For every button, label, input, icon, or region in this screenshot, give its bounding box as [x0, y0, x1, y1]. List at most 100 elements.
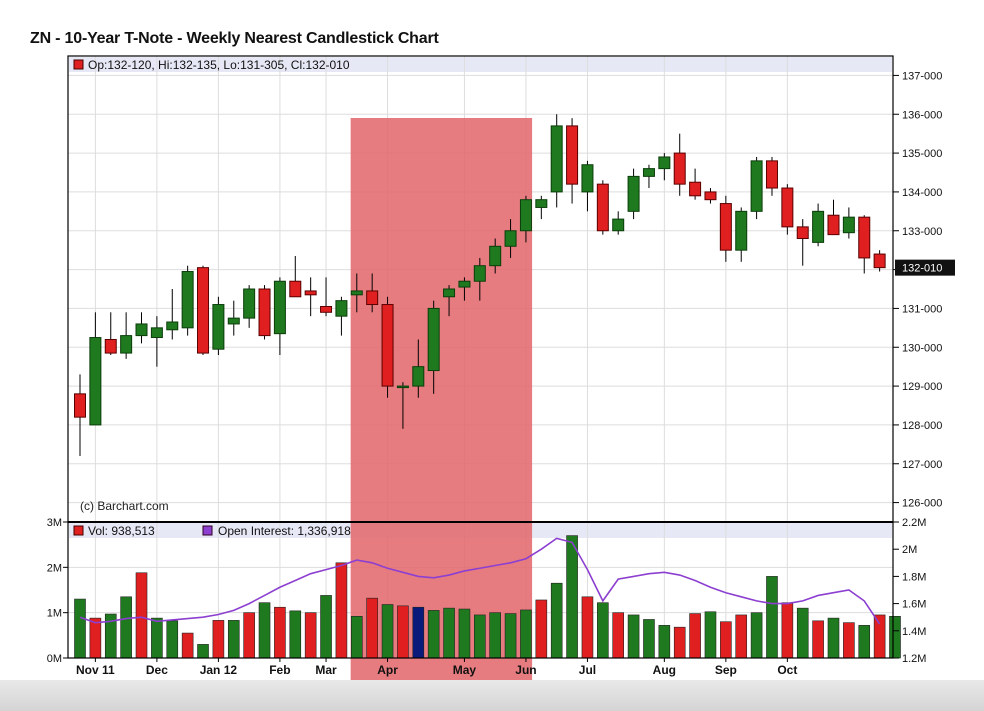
volume-bar [689, 613, 701, 659]
volume-bar [827, 617, 840, 659]
oi-tick-label: 1.4M [902, 626, 926, 638]
price-tick-label: 137-000 [902, 70, 942, 82]
candle-body [74, 393, 86, 418]
volume-bar [320, 595, 332, 659]
price-tick-label: 131-000 [902, 303, 942, 315]
volume-bar [289, 610, 302, 659]
candle-body [396, 385, 409, 389]
candles-layer [74, 114, 886, 456]
volume-bar [735, 614, 748, 659]
volume-bar [704, 611, 717, 659]
candle-body [596, 183, 609, 232]
candle-body [550, 125, 563, 193]
volume-bar [151, 617, 163, 659]
highlight-region [350, 118, 533, 686]
candle-body [489, 245, 502, 267]
price-tick-label: 127-000 [902, 459, 942, 471]
volume-left-label: 3M [47, 517, 62, 529]
volume-bar [181, 632, 194, 659]
volume-bar [643, 619, 655, 659]
candle-body [150, 327, 163, 339]
candle-body [243, 288, 256, 319]
candle-body [504, 230, 517, 247]
volume-bar [381, 604, 394, 659]
volume-bar [412, 606, 425, 659]
volume-bar [889, 615, 901, 659]
volume-bar [397, 605, 409, 659]
volume-bar [89, 617, 102, 659]
oi-tick-label: 1.8M [902, 571, 926, 583]
candle-body [566, 125, 579, 185]
candle-body [366, 290, 379, 306]
price-legend-text: Op:132-120, Hi:132-135, Lo:131-305, Cl:1… [88, 58, 350, 72]
x-tick-label: Sep [715, 663, 737, 677]
x-tick-label: Nov 11 [76, 663, 115, 677]
oi-tick-label: 1.2M [902, 653, 926, 665]
volume-bar [350, 615, 363, 659]
candle-body [673, 152, 686, 185]
volume-bar [335, 562, 348, 659]
price-tick-label: 126-000 [902, 498, 942, 510]
candle-body [104, 338, 117, 354]
volume-bar [443, 607, 455, 659]
open-interest-layer [79, 537, 881, 625]
x-tick-label: Jul [579, 663, 596, 677]
volume-bar [873, 614, 886, 659]
x-tick-label: Mar [315, 663, 337, 677]
candle-body [120, 335, 133, 354]
price-legend-bg [69, 57, 892, 72]
x-tick-label: Jun [515, 663, 536, 677]
candle-body [627, 175, 640, 212]
x-tick-label: Oct [777, 663, 797, 677]
volume-bar [166, 620, 179, 659]
volume-bar [120, 596, 132, 659]
candle-body [519, 199, 532, 232]
volume-bar [720, 621, 732, 659]
volume-left-label: 2M [47, 562, 62, 574]
highlight-layer [350, 118, 533, 686]
volume-bar [658, 625, 671, 659]
volume-bar [74, 598, 86, 659]
candle-body [765, 160, 778, 189]
volume-bar [489, 612, 501, 659]
candle-body [473, 265, 486, 282]
volume-bar [366, 597, 378, 659]
chart-title: ZN - 10-Year T-Note - Weekly Nearest Can… [30, 30, 439, 47]
candle-body [166, 321, 179, 331]
candle-body [227, 317, 240, 325]
volume-left-label: 1M [47, 608, 62, 620]
candle-body [335, 300, 348, 317]
candle-body [858, 216, 871, 259]
candle-body [412, 366, 425, 387]
volume-bar [474, 614, 486, 659]
price-tick-label: 136-000 [902, 109, 942, 121]
frame-layer [63, 55, 955, 662]
volume-bar [274, 606, 286, 659]
price-tick-label: 128-000 [902, 420, 942, 432]
candle-body [735, 210, 748, 251]
price-tick-label: 133-000 [902, 226, 942, 238]
volume-bar [197, 644, 209, 659]
volume-bar [627, 614, 640, 659]
last-price-tag-label: 132-010 [902, 263, 942, 275]
candle-body [827, 214, 840, 236]
oi-tick-label: 1.6M [902, 599, 926, 611]
candle-body [273, 280, 286, 335]
oi-tick-label: 2M [902, 544, 917, 556]
volume-bar [227, 620, 240, 659]
volume-bar [581, 596, 594, 659]
candle-body [89, 337, 102, 426]
candle-body [181, 271, 194, 329]
volume-bar [304, 612, 317, 659]
bottom-shade [0, 680, 984, 711]
x-tick-label: May [453, 663, 477, 677]
volume-bar [612, 612, 625, 659]
candle-body [443, 288, 456, 298]
last-price-tag [895, 259, 955, 276]
candle-body [381, 304, 394, 387]
price-tick-label: 130-000 [902, 342, 942, 354]
candle-body [535, 199, 548, 208]
volume-bar [781, 602, 794, 659]
